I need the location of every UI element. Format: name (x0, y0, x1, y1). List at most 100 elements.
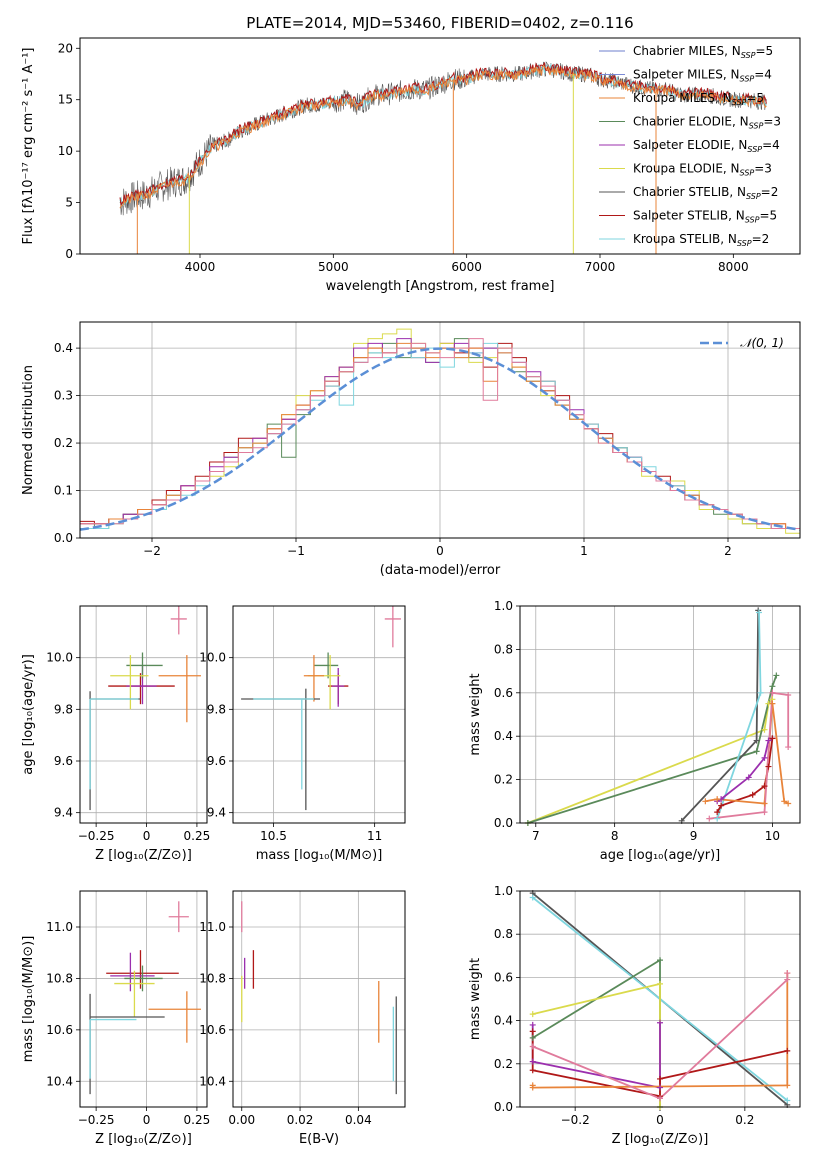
y-axis-label: Normed distribution (21, 365, 36, 495)
weight-line (532, 973, 789, 1100)
x-tick-label: 2 (724, 544, 732, 558)
x-axis-label: (data-model)/error (380, 563, 501, 578)
axes-frame (519, 890, 801, 1108)
x-tick-label: −2 (143, 544, 161, 558)
x-tick-label: −1 (287, 544, 305, 558)
axes-frame (79, 37, 801, 255)
x-tick-label: 1 (580, 544, 588, 558)
weight-marker (761, 809, 768, 816)
spectrum-legend: Chabrier MILES, NSSP=5 Salpeter MILES, NS… (599, 44, 781, 248)
weight-line (527, 698, 774, 823)
panel-residual-histogram: −2 −1 0 1 2 0.0 0.1 0.2 0.3 0.4 (data-model)/error… (21, 321, 801, 578)
x-axis-label: Z [log₁₀(Z/Z⊙)] (95, 848, 192, 863)
weight-marker (761, 783, 768, 790)
y-tick-label: 0 (65, 247, 73, 261)
weight-marker (765, 737, 772, 744)
legend-tail: =4 (762, 138, 780, 152)
weight-marker (529, 1043, 536, 1050)
x-tick-label: 0.04 (345, 1113, 372, 1127)
y-tick-label: 0.6 (494, 970, 513, 984)
x-tick-label: 0.25 (184, 829, 211, 843)
y-tick-label: 20 (58, 41, 73, 55)
weight-marker (785, 691, 792, 698)
y-axis-label: mass [log₁₀(M/M⊙)] (21, 936, 36, 1063)
plot-area (89, 901, 201, 1095)
axes-frame (79, 890, 208, 1108)
x-tick-label: −0.25 (78, 829, 115, 843)
panel-mass-vs-Z: −0.25 0 0.25 10.4 10.6 10.8 11.0 Z [log₁₀(Z/Z⊙)… (21, 890, 210, 1147)
weight-marker (529, 1011, 536, 1018)
histogram-legend: 𝒩(0, 1) (700, 336, 784, 350)
weight-marker (702, 798, 709, 805)
weight-marker (757, 689, 764, 696)
legend-tail: =4 (754, 68, 772, 82)
weight-marker (718, 802, 725, 809)
y-tick-label: 10.6 (199, 1023, 226, 1037)
legend-label: Chabrier MILES, NSSP=5 (633, 44, 773, 60)
weight-marker (761, 800, 768, 807)
weight-marker (529, 1028, 536, 1035)
weight-marker (784, 1097, 791, 1104)
x-tick-label: 10 (765, 829, 780, 843)
weight-marker (657, 1084, 663, 1091)
y-axis-label: mass weight (468, 673, 483, 755)
y-tick-label: 0.0 (54, 531, 73, 545)
legend-tail: =3 (754, 162, 772, 176)
x-tick-label: 7000 (585, 260, 616, 274)
legend-tail: =5 (746, 91, 764, 105)
y-tick-label: 11.0 (46, 920, 73, 934)
x-tick-label: 8000 (718, 260, 749, 274)
legend-label: Salpeter STELIB, NSSP=5 (633, 209, 777, 225)
weight-marker (781, 798, 788, 805)
plot-area (241, 606, 401, 811)
y-tick-label: 0.8 (494, 927, 513, 941)
axes-frame (519, 605, 801, 824)
legend-label: Chabrier ELODIE, NSSP=3 (633, 115, 781, 131)
panel-spectrum: 4000 5000 6000 7000 8000 0 5 10 15 20 wavelength [… (21, 37, 801, 294)
legend-sub: SSP (746, 192, 761, 201)
y-tick-label: 9.4 (207, 806, 226, 820)
weight-line (716, 738, 774, 813)
y-tick-label: 0.4 (494, 1014, 513, 1028)
y-tick-label: 0.1 (54, 484, 73, 498)
weight-marker (749, 791, 756, 798)
weight-marker (745, 774, 752, 781)
y-tick-label: 1.0 (494, 599, 513, 613)
y-axis-label: age [log₁₀(age/yr)] (21, 654, 36, 775)
x-tick-label: 0 (656, 1113, 664, 1127)
y-tick-label: 10.6 (46, 1023, 73, 1037)
weight-marker (657, 957, 663, 964)
y-tick-label: 0.0 (494, 816, 513, 830)
y-tick-label: 10 (58, 144, 73, 158)
weight-line (527, 675, 778, 823)
y-tick-label: 9.4 (54, 806, 73, 820)
axes-frame (232, 890, 406, 1108)
weight-marker (769, 735, 776, 742)
y-tick-label: 11.0 (199, 920, 226, 934)
legend-label: Kroupa ELODIE, NSSP=3 (633, 162, 772, 178)
plot-area (80, 328, 800, 538)
x-tick-label: 0 (143, 829, 151, 843)
y-tick-label: 9.8 (207, 702, 226, 716)
y-tick-label: 0.3 (54, 389, 73, 403)
x-tick-label: 11 (367, 829, 382, 843)
weight-marker (657, 980, 663, 987)
weight-marker (529, 1067, 536, 1074)
weight-marker (785, 800, 792, 807)
legend-label: 𝒩(0, 1) (740, 336, 784, 350)
x-axis-label: E(B-V) (299, 1132, 339, 1147)
weight-marker (784, 1047, 791, 1054)
weight-marker (529, 894, 536, 901)
y-tick-label: 0.2 (494, 1057, 513, 1071)
x-tick-label: −0.25 (78, 1113, 115, 1127)
weight-marker (784, 976, 791, 983)
y-tick-label: 10.0 (46, 651, 73, 665)
x-axis-label: Z [log₁₀(Z/Z⊙)] (612, 1132, 709, 1147)
normal-curve (80, 347, 800, 531)
y-tick-label: 0.6 (494, 686, 513, 700)
panel-massweight-vs-Z: −0.2 0 0.2 0.0 0.2 0.4 0.6 0.8 1.0 Z [log₁₀(Z/Z⊙)… (468, 884, 801, 1147)
x-tick-label: 0 (143, 1113, 151, 1127)
weight-marker (784, 1082, 791, 1089)
weight-marker (761, 754, 768, 761)
weight-marker (755, 609, 762, 616)
